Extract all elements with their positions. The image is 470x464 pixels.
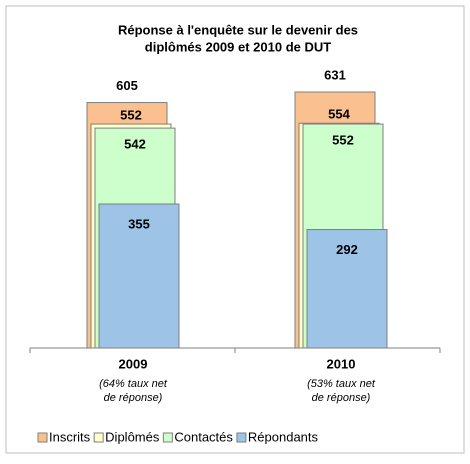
category-note: de réponse)	[312, 392, 371, 404]
category-note: de réponse)	[104, 392, 163, 404]
data-label: 542	[124, 137, 146, 152]
chart-title: diplômés 2009 et 2010 de DUT	[145, 39, 331, 54]
legend-label: Inscrits	[49, 429, 91, 444]
data-label: 605	[116, 78, 138, 93]
legend-swatch	[236, 432, 247, 443]
data-label: 292	[336, 242, 358, 257]
data-label: 554	[328, 107, 350, 122]
data-label: 355	[128, 216, 150, 231]
legend-swatch	[93, 432, 104, 443]
legend-label: Répondants	[248, 429, 319, 444]
legend-label: Contactés	[174, 429, 233, 444]
data-label: 631	[324, 67, 346, 82]
legend-swatch	[162, 432, 173, 443]
data-label: 552	[120, 107, 142, 122]
category-note: (53% taux net	[307, 378, 376, 390]
chart-title: Réponse à l'enquête sur le devenir des	[118, 22, 358, 37]
bar	[98, 203, 180, 349]
legend-swatch	[37, 432, 48, 443]
chart-frame	[5, 5, 465, 454]
x-tick-label: 2009	[119, 356, 148, 371]
legend-label: Diplômés	[105, 429, 160, 444]
data-label: 552	[332, 132, 354, 147]
bar	[306, 229, 388, 349]
x-tick-label: 2010	[327, 356, 356, 371]
category-note: (64% taux net	[99, 378, 168, 390]
